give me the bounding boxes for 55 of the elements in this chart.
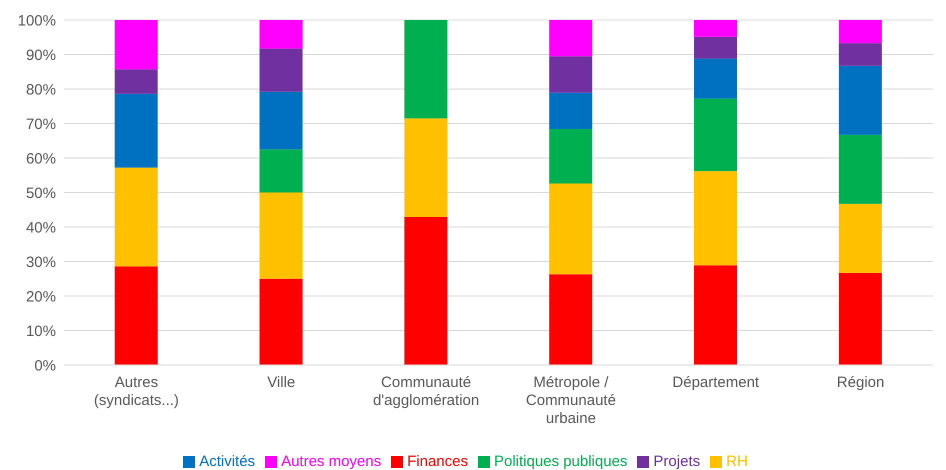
- bar: [114, 69, 158, 94]
- bar: [838, 43, 882, 66]
- x-tick-label: Communauté d'agglomération: [372, 374, 480, 409]
- bar: [404, 216, 448, 365]
- y-tick-label: 0%: [34, 357, 56, 374]
- bar: [838, 66, 882, 135]
- bar: [694, 98, 738, 172]
- legend-label: RH: [726, 453, 748, 470]
- y-tick-label: 80%: [26, 81, 56, 98]
- bar: [549, 92, 592, 130]
- y-tick-label: 90%: [26, 46, 56, 64]
- bar: [260, 48, 303, 92]
- bar: [694, 265, 738, 365]
- y-tick-label: 70%: [26, 116, 56, 133]
- bar: [260, 192, 303, 279]
- legend-label: Autres moyens: [281, 453, 382, 470]
- legend-label: Activités: [199, 453, 256, 470]
- bar: [694, 36, 738, 59]
- bar: [549, 184, 592, 274]
- bar: [694, 171, 738, 266]
- bar: [404, 118, 448, 217]
- bar: [260, 92, 303, 150]
- y-tick-label: 30%: [26, 254, 56, 271]
- bar: [838, 134, 882, 204]
- legend-label: Projets: [653, 453, 700, 470]
- x-tick-label: Département: [672, 374, 760, 391]
- bar: [260, 20, 303, 49]
- y-tick-label: 60%: [26, 150, 56, 168]
- bar: [114, 168, 158, 266]
- bar: [549, 274, 592, 365]
- bar: [838, 20, 882, 44]
- bar: [260, 278, 303, 365]
- bar: [549, 129, 592, 184]
- bar: [694, 58, 738, 99]
- x-tick-label: Métropole / Communauté urbaine: [526, 374, 616, 427]
- legend-label: Finances: [407, 453, 468, 470]
- y-tick-label: 50%: [26, 184, 56, 202]
- x-tick-label: Région: [836, 374, 884, 391]
- bar: [549, 56, 592, 93]
- x-tick-label: Autres (syndicats...): [94, 374, 179, 409]
- bar: [838, 272, 882, 365]
- bar: [549, 20, 592, 56]
- legend-label: Politiques publiques: [494, 453, 628, 470]
- bar: [114, 20, 158, 70]
- y-tick-label: 20%: [26, 288, 56, 306]
- y-tick-label: 100%: [18, 12, 56, 30]
- x-tick-label: Ville: [267, 374, 296, 391]
- y-tick-label: 10%: [26, 322, 56, 340]
- bar: [404, 20, 448, 118]
- bar: [260, 149, 303, 192]
- y-tick-label: 40%: [26, 219, 56, 236]
- bar: [114, 94, 158, 168]
- bar: [694, 20, 738, 37]
- bar: [114, 266, 158, 365]
- bar: [838, 204, 882, 273]
